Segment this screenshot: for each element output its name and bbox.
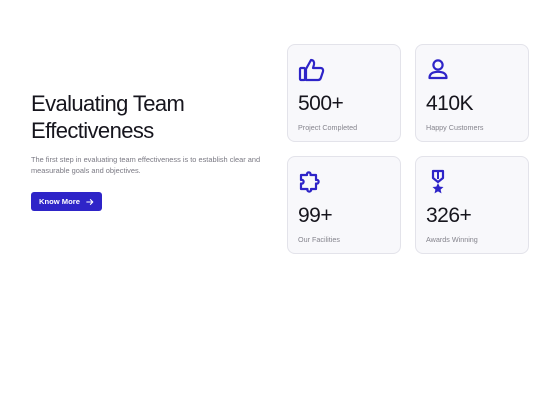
stat-label: Awards Winning	[426, 235, 478, 244]
stat-value: 410K	[426, 92, 474, 115]
stat-label: Project Completed	[298, 123, 358, 132]
award-medal-icon	[426, 169, 454, 195]
user-icon	[426, 57, 454, 83]
stat-card-projects: 500+ Project Completed	[287, 44, 401, 142]
stat-value: 99+	[298, 204, 333, 227]
arrow-right-icon	[86, 198, 94, 206]
hero-description: The first step in evaluating team effect…	[31, 155, 261, 175]
hero-section: Evaluating Team Effectiveness The first …	[31, 90, 271, 211]
stat-label: Our Facilities	[298, 235, 340, 244]
puzzle-icon	[298, 169, 326, 195]
stat-card-customers: 410K Happy Customers	[415, 44, 529, 142]
hero-title-line-2: Effectiveness	[31, 118, 154, 143]
stat-label: Happy Customers	[426, 123, 484, 132]
stat-card-facilities: 99+ Our Facilities	[287, 156, 401, 254]
hero-title-line-1: Evaluating Team	[31, 91, 185, 116]
thumbs-up-icon	[298, 57, 326, 83]
stat-value: 500+	[298, 92, 344, 115]
know-more-label: Know More	[39, 197, 80, 206]
hero-title: Evaluating Team Effectiveness	[31, 90, 271, 144]
know-more-button[interactable]: Know More	[31, 192, 102, 211]
stat-value: 326+	[426, 204, 472, 227]
stat-card-awards: 326+ Awards Winning	[415, 156, 529, 254]
